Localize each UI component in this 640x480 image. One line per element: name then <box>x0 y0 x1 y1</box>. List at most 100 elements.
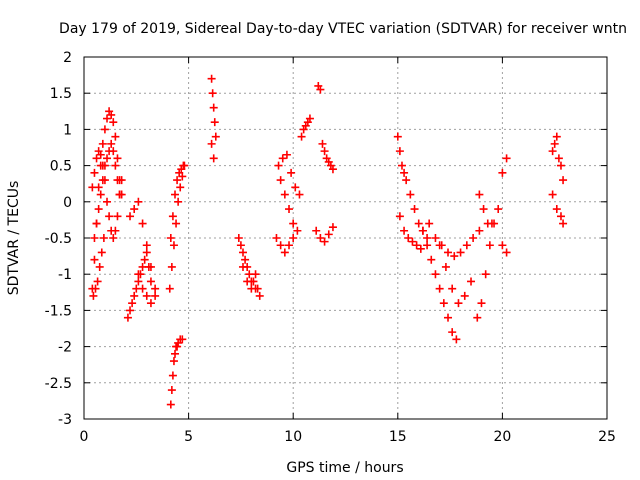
data-point <box>111 161 120 170</box>
data-point <box>117 176 126 185</box>
data-point <box>423 241 432 250</box>
data-point <box>548 190 557 199</box>
data-point <box>402 176 411 185</box>
data-point <box>467 277 476 286</box>
data-point <box>502 248 511 257</box>
data-point <box>94 205 103 214</box>
data-point <box>395 212 404 221</box>
data-point <box>559 219 568 228</box>
data-point <box>167 262 176 271</box>
y-tick-label: -1 <box>58 267 72 283</box>
data-point <box>100 176 109 185</box>
data-point <box>293 226 302 235</box>
data-point <box>109 118 118 127</box>
data-point <box>99 234 108 242</box>
data-point <box>92 219 101 228</box>
data-point <box>550 139 559 148</box>
data-point <box>90 168 99 177</box>
data-point <box>282 150 291 159</box>
data-point <box>98 139 107 148</box>
data-point <box>431 234 440 242</box>
data-point <box>498 168 507 177</box>
data-point <box>479 205 488 214</box>
data-point <box>448 328 457 337</box>
data-point <box>251 270 260 279</box>
data-point <box>109 234 118 242</box>
data-point <box>559 176 568 185</box>
data-point <box>278 154 287 163</box>
data-point <box>328 223 337 232</box>
data-point <box>166 400 175 409</box>
data-point <box>140 255 149 264</box>
data-point <box>134 277 143 286</box>
y-tick-label: -2.5 <box>45 376 72 392</box>
data-point <box>295 190 304 199</box>
data-point <box>88 183 97 192</box>
data-point <box>107 139 116 148</box>
data-point <box>328 165 337 174</box>
data-point <box>280 190 289 199</box>
data-point <box>393 132 402 141</box>
data-point <box>305 114 314 123</box>
data-point <box>410 205 419 214</box>
data-point <box>151 291 160 300</box>
data-point <box>287 168 296 177</box>
data-point <box>289 219 298 228</box>
data-point <box>111 132 120 141</box>
data-point <box>462 241 471 250</box>
data-point <box>138 284 147 293</box>
data-point <box>173 342 182 351</box>
data-point <box>297 132 306 141</box>
data-point <box>452 335 461 344</box>
data-point <box>416 244 425 253</box>
data-point <box>208 89 217 98</box>
data-point <box>400 168 409 177</box>
data-point <box>395 147 404 156</box>
y-tick-label: 0 <box>63 195 72 211</box>
data-point <box>439 299 448 308</box>
data-points <box>88 74 568 409</box>
y-tick-label: 1.5 <box>50 86 72 102</box>
data-point <box>400 226 409 235</box>
data-point <box>280 248 289 257</box>
y-tick-label: -2 <box>58 340 72 356</box>
data-point <box>146 299 155 308</box>
data-point <box>169 241 178 250</box>
data-point <box>210 118 219 127</box>
data-point <box>473 313 482 322</box>
x-axis-label: GPS time / hours <box>286 460 403 476</box>
data-point <box>134 197 143 206</box>
data-point <box>142 248 151 257</box>
data-point <box>176 183 185 192</box>
data-point <box>469 234 478 242</box>
data-point <box>324 230 333 239</box>
data-point <box>130 205 139 214</box>
tick-labels: 0 5 10 15 20 25 -3 -2.5 -2 -1.5 -1 -0.5 0 0.5 1 1.5 2 <box>45 50 616 445</box>
data-point <box>427 255 436 264</box>
data-point <box>142 241 151 250</box>
data-point <box>107 110 116 119</box>
data-point <box>138 219 147 228</box>
data-point <box>485 241 494 250</box>
data-point <box>548 147 557 156</box>
data-point <box>209 154 218 163</box>
data-point <box>276 176 285 185</box>
y-tick-label: 0.5 <box>50 159 72 175</box>
data-point <box>236 241 245 250</box>
data-point <box>477 299 486 308</box>
data-point <box>89 291 98 300</box>
data-point <box>90 255 99 264</box>
data-point <box>169 357 178 366</box>
data-point <box>552 132 561 141</box>
data-point <box>96 190 105 199</box>
data-point <box>431 270 440 279</box>
data-point <box>167 386 176 395</box>
data-point <box>487 219 496 228</box>
data-point <box>171 190 180 199</box>
data-point <box>172 219 181 228</box>
data-point <box>234 234 243 242</box>
data-point <box>168 371 177 380</box>
data-point <box>450 252 459 261</box>
data-point <box>123 313 132 322</box>
